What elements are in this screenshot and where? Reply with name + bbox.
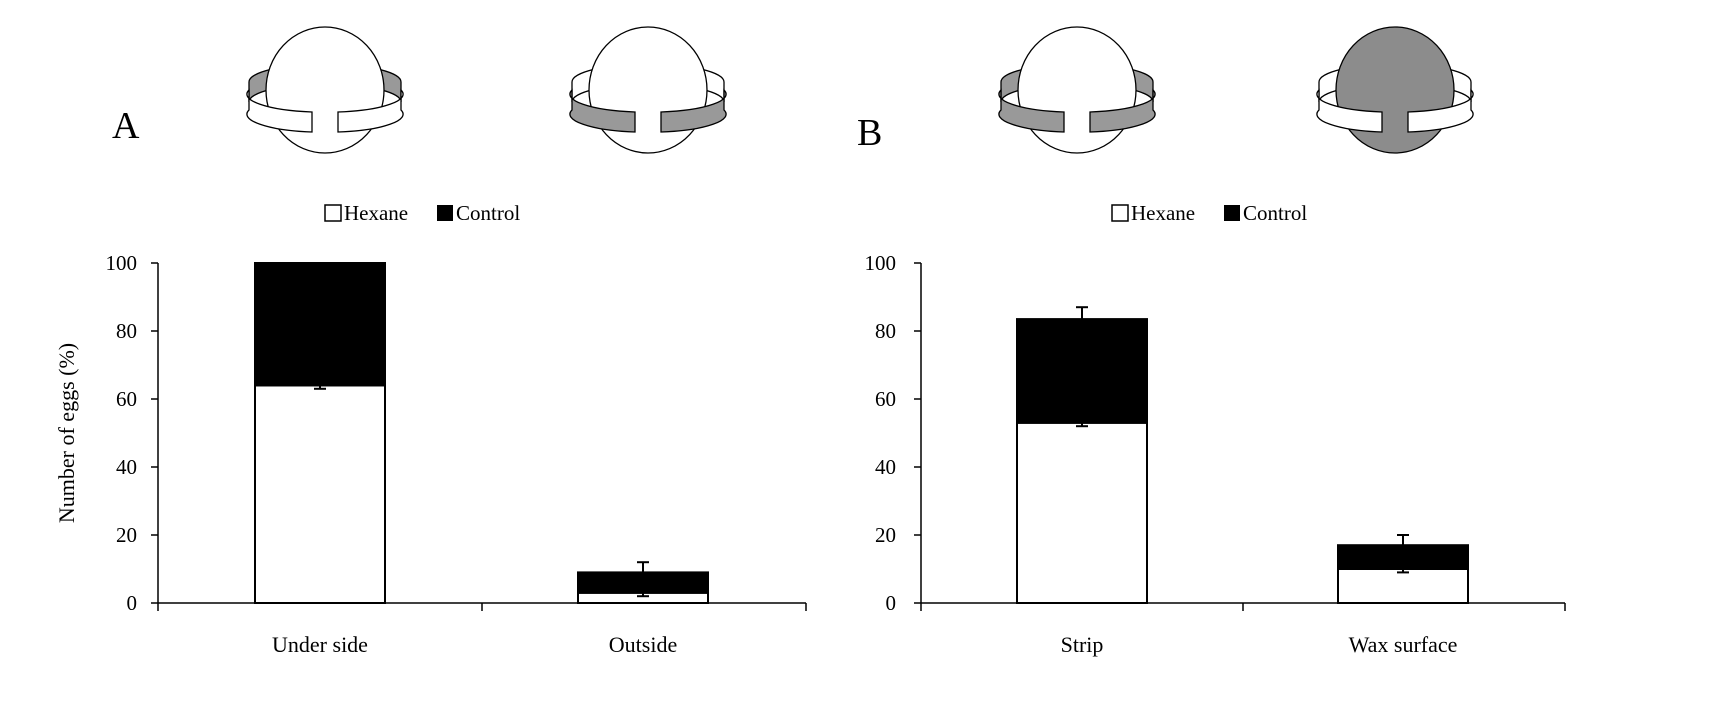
x-tick-label: Under side [272,632,368,657]
ring-front-right-icon [1089,88,1156,133]
x-tick-label: Wax surface [1349,632,1458,657]
legend-swatch-hexane [324,204,342,222]
legend-label-control: Control [456,201,520,225]
y-tick-label: 100 [865,251,897,275]
sphere-icon [265,26,385,154]
chart-panel-a: 0 20 40 60 80 100 Under side Outside [106,251,807,657]
y-tick-label: 20 [875,523,896,547]
legend-label-control: Control [1243,201,1307,225]
bar-hexane [254,384,386,604]
sphere-icon [588,26,708,154]
sphere-ring-icon [1316,26,1474,154]
panel-label-a: A [112,105,140,147]
legend-swatch-control [1224,205,1240,221]
sphere-ring-icon [569,26,727,154]
y-tick-label: 40 [116,455,137,479]
y-tick-label: 100 [106,251,138,275]
sphere-icon [1017,26,1137,154]
legend-label-hexane: Hexane [344,201,408,225]
bar-control [254,262,386,387]
y-tick-label: 0 [886,591,897,615]
ring-front-left-icon [998,88,1065,133]
bar-hexane [1337,568,1469,604]
legend-label-hexane: Hexane [1131,201,1195,225]
ring-front-right-icon [337,88,404,133]
y-tick-label: 40 [875,455,896,479]
y-tick-label: 80 [875,319,896,343]
ring-front-right-icon [1407,88,1474,133]
y-axis-title: Number of eggs (%) [54,343,79,523]
schematic-icons [246,26,1474,154]
y-tick-label: 60 [875,387,896,411]
panel-label-b: B [857,112,882,154]
ring-front-right-icon [660,88,727,133]
bar-control [577,571,709,594]
legend-a: Hexane Control [324,201,520,225]
y-tick-label: 0 [127,591,138,615]
bar-hexane [1016,421,1148,604]
bar-control [1016,318,1148,424]
legend-b: Hexane Control [1111,201,1307,225]
bar-control [1337,544,1469,571]
ring-front-left-icon [1316,88,1383,133]
legend-swatch-control [437,205,453,221]
y-tick-label: 80 [116,319,137,343]
sphere-ring-icon [246,26,404,154]
y-tick-label: 60 [116,387,137,411]
x-tick-label: Strip [1061,632,1104,657]
ring-front-left-icon [246,88,313,133]
sphere-ring-icon [998,26,1156,154]
sphere-icon [1335,26,1455,154]
ring-front-left-icon [569,88,636,133]
chart-panel-b: 0 20 40 60 80 100 Strip Wax surface [865,251,1566,657]
x-tick-label: Outside [609,632,677,657]
y-tick-label: 20 [116,523,137,547]
legend-swatch-hexane [1111,204,1129,222]
